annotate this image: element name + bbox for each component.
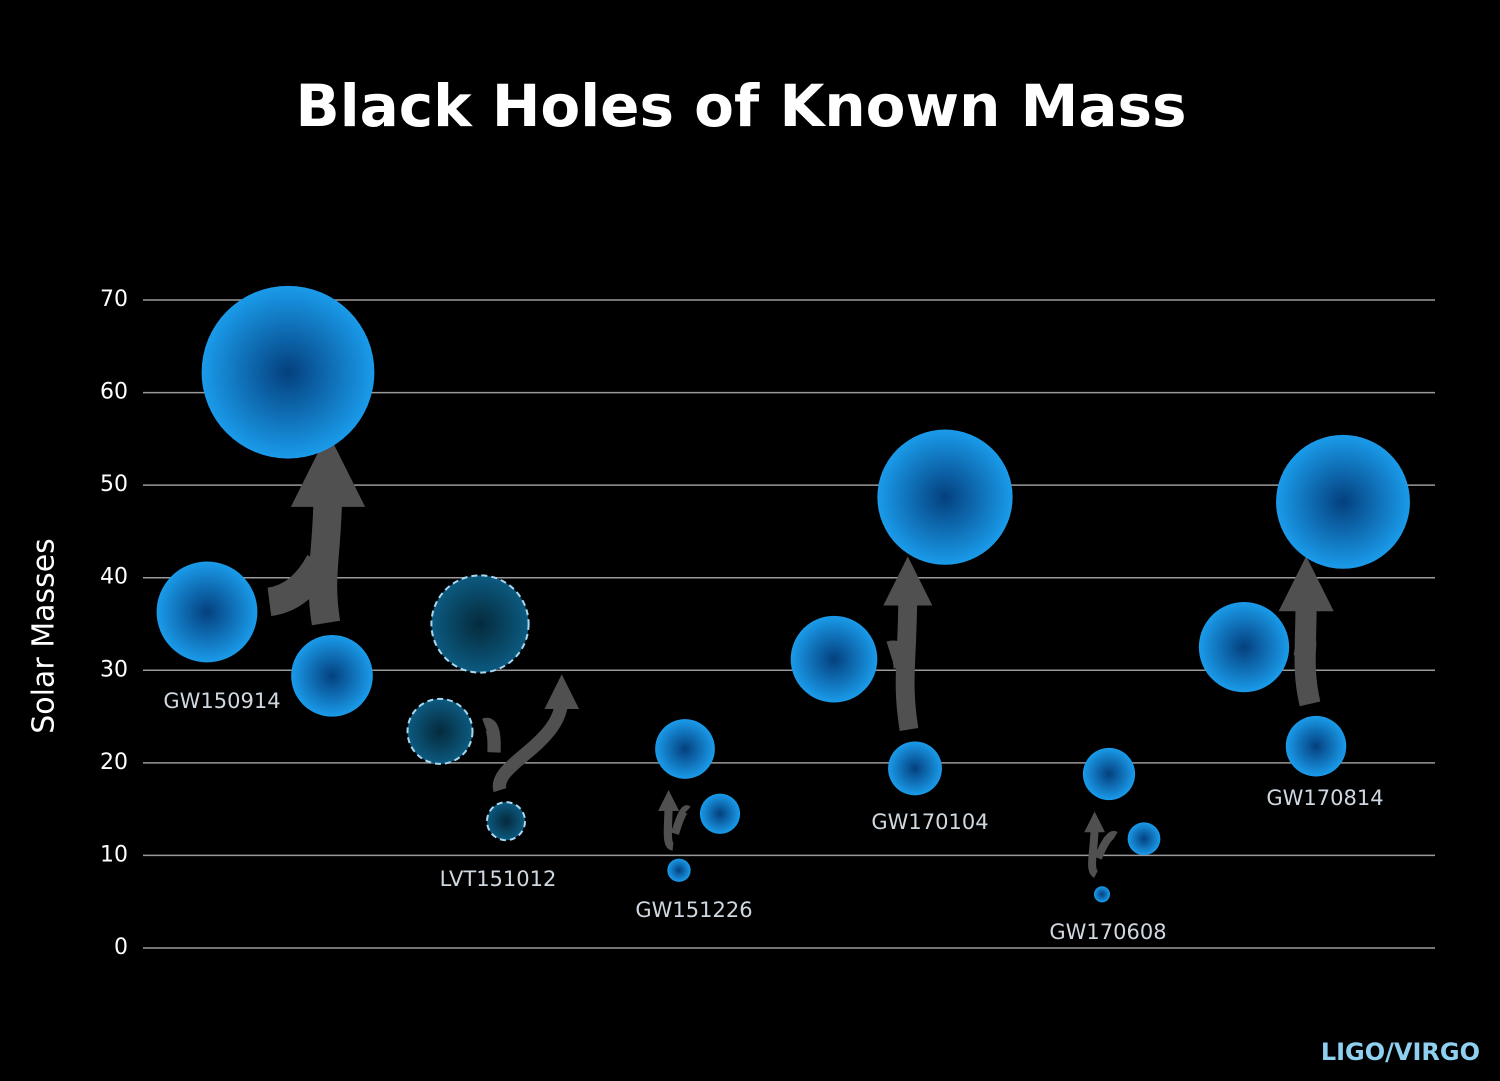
event-label: GW170608 xyxy=(1049,920,1166,944)
event-label: GW150914 xyxy=(163,689,280,713)
black-hole-primary xyxy=(1127,822,1161,856)
merge-arrow-branch xyxy=(266,554,333,617)
y-tick-label: 30 xyxy=(100,657,128,682)
merge-arrow-branch xyxy=(886,640,913,669)
black-hole-secondary xyxy=(1285,715,1347,777)
y-axis-label: Solar Masses xyxy=(27,538,62,734)
black-hole-final xyxy=(201,285,375,459)
merge-arrow-branch xyxy=(1094,831,1118,860)
y-tick-label: 0 xyxy=(114,935,128,960)
event-label: GW170104 xyxy=(871,810,988,834)
merge-arrow xyxy=(657,789,680,851)
black-hole-primary xyxy=(699,793,741,834)
chart-title: Black Holes of Known Mass xyxy=(295,72,1186,140)
merge-arrow-branch xyxy=(1293,627,1317,660)
y-tick-label: 10 xyxy=(100,842,128,867)
black-hole-final xyxy=(1082,747,1136,801)
credit: LIGO/VIRGO xyxy=(1321,1038,1480,1066)
event-label: GW151226 xyxy=(635,898,752,922)
merge-arrow-branch xyxy=(671,805,691,835)
black-hole-secondary xyxy=(888,741,942,796)
merge-arrow-branch xyxy=(482,717,501,753)
black-hole-final xyxy=(655,719,715,779)
black-hole-secondary xyxy=(291,635,373,717)
black-hole-primary xyxy=(406,697,474,765)
black-hole-secondary xyxy=(485,801,527,842)
black-hole-secondary xyxy=(667,858,691,882)
black-hole-final xyxy=(877,429,1013,565)
y-tick-label: 70 xyxy=(100,287,128,312)
black-hole-final xyxy=(430,574,530,674)
black-hole-secondary xyxy=(1093,886,1111,903)
y-tick-label: 20 xyxy=(100,750,128,775)
black-hole-primary xyxy=(790,615,878,703)
black-hole-primary xyxy=(1198,602,1290,693)
y-tick-label: 40 xyxy=(100,565,128,590)
event-label: GW170814 xyxy=(1266,786,1383,810)
merge-arrow xyxy=(492,674,580,793)
merge-arrow xyxy=(1084,811,1106,878)
black-hole-primary xyxy=(156,561,258,663)
merge-arrow xyxy=(290,432,366,626)
y-tick-label: 50 xyxy=(100,472,128,497)
y-tick-label: 60 xyxy=(100,380,128,405)
black-hole-final xyxy=(1276,434,1410,569)
event-label: LVT151012 xyxy=(440,867,557,891)
